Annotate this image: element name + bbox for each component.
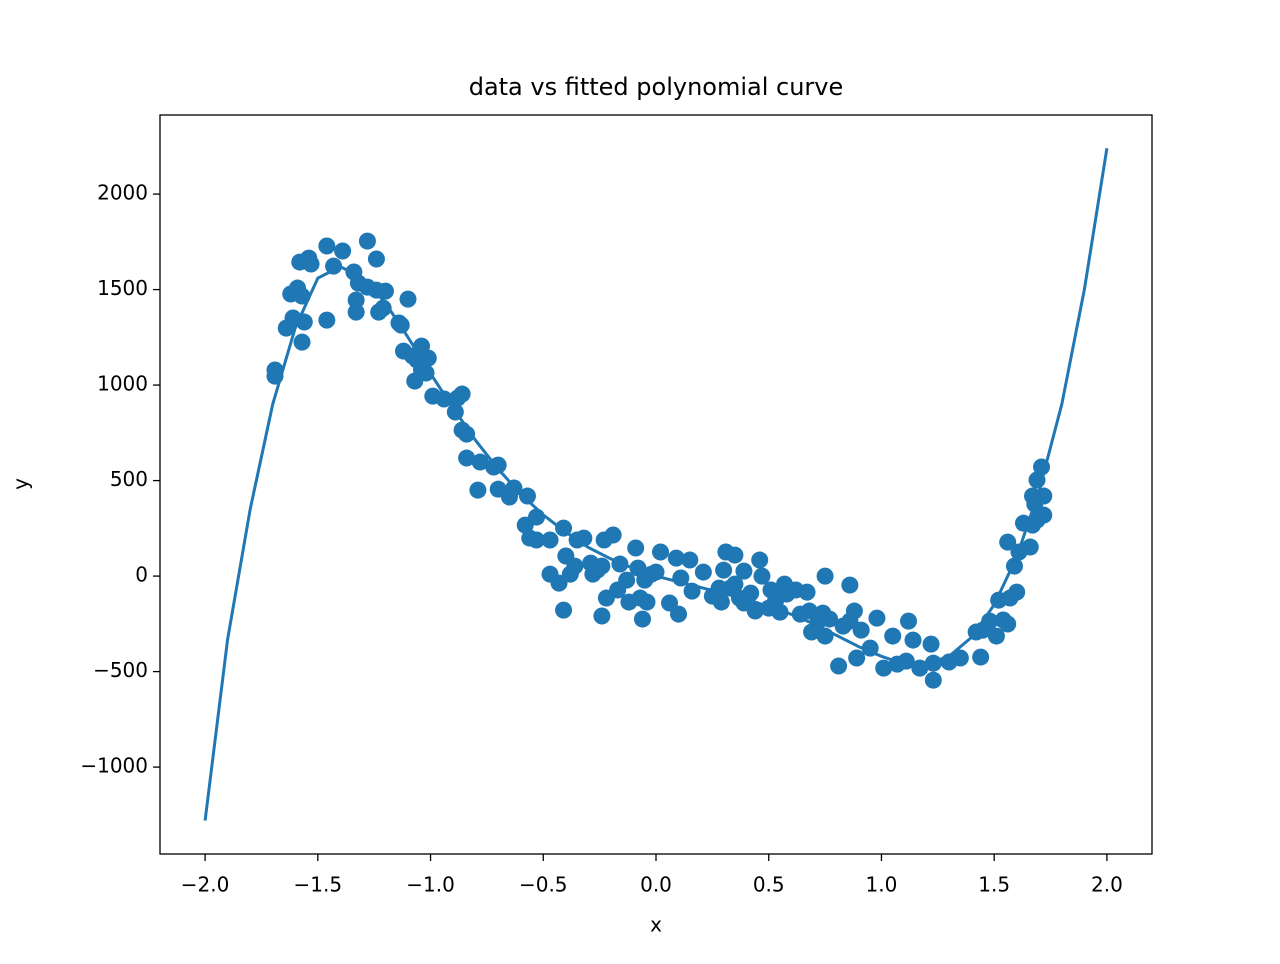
data-point [417, 364, 435, 382]
x-axis-label: x [650, 913, 662, 937]
data-point [469, 481, 487, 499]
data-point [951, 649, 969, 667]
y-tick-label: 0 [135, 563, 148, 587]
y-tick-label: 2000 [97, 181, 148, 205]
x-tick-label: −2.0 [181, 873, 230, 897]
data-point [471, 453, 489, 471]
data-point [334, 242, 352, 260]
data-point [841, 576, 859, 594]
data-point [798, 583, 816, 601]
data-point [528, 531, 546, 549]
data-point [528, 508, 546, 526]
data-point [715, 561, 733, 579]
data-point [541, 531, 559, 549]
data-point [848, 649, 866, 667]
y-tick-label: 1500 [97, 276, 148, 300]
data-point [735, 562, 753, 580]
data-point [293, 333, 311, 351]
data-point [999, 615, 1017, 633]
data-point [347, 303, 365, 321]
data-point [633, 610, 651, 628]
data-point [318, 237, 336, 255]
data-point [399, 290, 417, 308]
data-point [884, 627, 902, 645]
data-point [742, 584, 760, 602]
data-point [726, 575, 744, 593]
x-tick-label: −0.5 [519, 873, 568, 897]
x-tick-label: −1.0 [406, 873, 455, 897]
y-axis-label: y [9, 478, 33, 490]
x-tick-label: 0.0 [640, 873, 672, 897]
data-point [566, 557, 584, 575]
data-point [751, 551, 769, 569]
data-point [904, 631, 922, 649]
data-point [694, 563, 712, 581]
data-point [681, 551, 699, 569]
data-point [458, 425, 476, 443]
data-point [618, 571, 636, 589]
data-point [987, 627, 1005, 645]
data-point [593, 557, 611, 575]
data-point [489, 456, 507, 474]
y-tick-label: 500 [110, 467, 148, 491]
data-point [875, 659, 893, 677]
data-point [555, 601, 573, 619]
data-point [999, 533, 1017, 551]
data-point [1035, 506, 1053, 524]
data-point [712, 593, 730, 611]
data-point [347, 291, 365, 309]
y-tick-label: −1000 [80, 754, 148, 778]
data-point [670, 605, 688, 623]
data-point [922, 635, 940, 653]
data-point [518, 487, 536, 505]
data-point [1008, 583, 1026, 601]
y-tick-label: −500 [93, 658, 148, 682]
data-point [924, 671, 942, 689]
data-point [845, 602, 863, 620]
fit-line [203, 147, 1109, 821]
data-point [746, 602, 764, 620]
data-point [816, 567, 834, 585]
data-point [652, 543, 670, 561]
data-point [376, 282, 394, 300]
data-point [318, 311, 336, 329]
data-point [830, 657, 848, 675]
data-point [325, 257, 343, 275]
data-point [367, 250, 385, 268]
data-point [604, 526, 622, 544]
x-tick-label: 1.5 [978, 873, 1010, 897]
data-point [821, 610, 839, 628]
data-point [852, 621, 870, 639]
data-point [638, 593, 656, 611]
data-point [1021, 538, 1039, 556]
x-tick-label: −1.5 [294, 873, 343, 897]
data-point [627, 539, 645, 557]
data-point [726, 546, 744, 564]
data-point [900, 612, 918, 630]
data-point [458, 449, 476, 467]
data-point [593, 607, 611, 625]
data-point [753, 567, 771, 585]
data-point [453, 385, 471, 403]
data-point [302, 255, 320, 273]
data-point [358, 232, 376, 250]
y-tick-label: 1000 [97, 372, 148, 396]
data-point [266, 361, 284, 379]
x-tick-label: 0.5 [753, 873, 785, 897]
data-point [868, 609, 886, 627]
x-tick-label: 2.0 [1091, 873, 1123, 897]
data-point [972, 648, 990, 666]
axes-frame [159, 114, 1153, 855]
data-point [667, 549, 685, 567]
chart-title: data vs fitted polynomial curve [469, 73, 844, 101]
x-tick-label: 1.0 [866, 873, 898, 897]
